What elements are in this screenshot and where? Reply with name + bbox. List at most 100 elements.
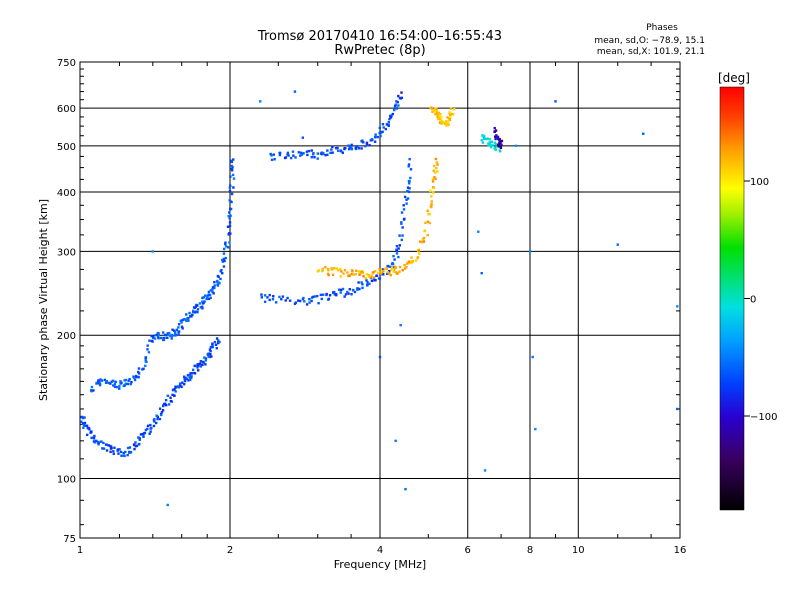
data-point bbox=[187, 379, 190, 382]
data-point bbox=[167, 403, 171, 406]
data-point bbox=[161, 331, 165, 334]
data-point bbox=[120, 454, 123, 457]
data-point bbox=[432, 164, 436, 168]
data-point bbox=[188, 311, 191, 315]
data-point bbox=[480, 272, 483, 275]
data-point bbox=[270, 158, 274, 161]
data-point bbox=[109, 450, 112, 454]
data-point bbox=[305, 303, 309, 306]
data-point bbox=[344, 293, 348, 296]
data-point bbox=[379, 272, 383, 275]
data-point bbox=[287, 154, 290, 157]
data-point bbox=[80, 420, 83, 423]
data-point bbox=[126, 382, 130, 386]
data-point bbox=[406, 186, 410, 189]
data-point bbox=[406, 197, 410, 200]
data-point bbox=[222, 247, 226, 251]
data-point bbox=[149, 423, 152, 427]
data-point bbox=[223, 259, 226, 263]
data-point bbox=[185, 313, 188, 316]
data-point bbox=[368, 282, 371, 286]
phases-line-o: mean, sd,O: −78.9, 15.1 bbox=[594, 36, 705, 46]
data-point bbox=[123, 379, 126, 382]
data-point bbox=[417, 252, 421, 255]
data-point bbox=[156, 333, 159, 336]
data-point bbox=[93, 434, 96, 438]
data-point bbox=[220, 258, 224, 262]
data-point bbox=[500, 139, 504, 143]
data-point bbox=[393, 104, 397, 108]
data-point bbox=[362, 141, 365, 144]
data-point bbox=[449, 107, 453, 110]
data-point bbox=[177, 323, 181, 326]
data-point bbox=[226, 246, 230, 249]
data-point bbox=[216, 279, 219, 283]
data-point bbox=[343, 268, 347, 272]
data-point bbox=[326, 149, 329, 152]
data-point bbox=[346, 290, 349, 294]
data-point bbox=[409, 176, 412, 180]
data-point bbox=[390, 114, 393, 117]
data-point bbox=[385, 123, 389, 126]
data-point bbox=[107, 444, 110, 447]
data-point bbox=[406, 189, 409, 193]
colorbar-tick-label: 0 bbox=[750, 295, 756, 306]
data-point bbox=[118, 384, 121, 388]
data-point bbox=[162, 404, 165, 407]
data-point bbox=[442, 121, 445, 124]
x-tick-labels: 1 2 4 6 8 10 16 bbox=[77, 545, 687, 556]
data-point bbox=[405, 202, 408, 205]
data-point bbox=[353, 290, 357, 294]
data-point bbox=[92, 437, 96, 440]
data-point bbox=[404, 487, 407, 491]
data-point bbox=[112, 452, 116, 456]
data-point bbox=[166, 332, 169, 335]
data-point bbox=[191, 368, 195, 372]
data-point bbox=[179, 319, 182, 322]
data-point bbox=[281, 295, 285, 298]
y-tick-label: 600 bbox=[57, 104, 76, 115]
data-point bbox=[358, 270, 361, 273]
data-point bbox=[397, 94, 400, 98]
data-point bbox=[189, 378, 192, 382]
data-point bbox=[302, 296, 305, 300]
data-point bbox=[181, 327, 184, 330]
data-point bbox=[126, 453, 129, 457]
data-point bbox=[95, 381, 98, 385]
data-point bbox=[340, 270, 343, 273]
data-point bbox=[405, 198, 408, 201]
data-point bbox=[102, 447, 106, 450]
data-point bbox=[292, 154, 295, 157]
data-point bbox=[181, 381, 184, 384]
data-point bbox=[111, 379, 115, 382]
data-point bbox=[316, 152, 320, 155]
data-point bbox=[335, 267, 338, 270]
data-point bbox=[394, 265, 397, 269]
y-tick-label: 200 bbox=[57, 331, 76, 342]
data-point bbox=[397, 247, 400, 250]
data-point bbox=[229, 207, 233, 211]
data-point bbox=[395, 244, 399, 248]
data-point bbox=[301, 136, 305, 139]
data-point bbox=[379, 134, 382, 138]
data-point bbox=[344, 146, 347, 150]
data-point bbox=[174, 332, 177, 336]
data-point bbox=[440, 119, 444, 123]
data-point bbox=[133, 443, 136, 447]
data-point bbox=[324, 153, 327, 157]
data-point bbox=[385, 272, 389, 276]
data-point bbox=[403, 195, 407, 199]
data-point bbox=[416, 256, 420, 259]
data-point bbox=[300, 153, 304, 156]
data-point bbox=[116, 448, 119, 452]
data-point bbox=[286, 151, 290, 155]
data-point bbox=[364, 277, 367, 280]
data-point bbox=[101, 447, 104, 450]
data-point bbox=[382, 126, 385, 129]
data-point bbox=[294, 156, 297, 159]
data-point bbox=[188, 376, 191, 379]
data-point bbox=[144, 358, 147, 361]
data-point bbox=[321, 269, 324, 273]
data-point bbox=[310, 156, 313, 159]
data-point bbox=[433, 176, 436, 179]
